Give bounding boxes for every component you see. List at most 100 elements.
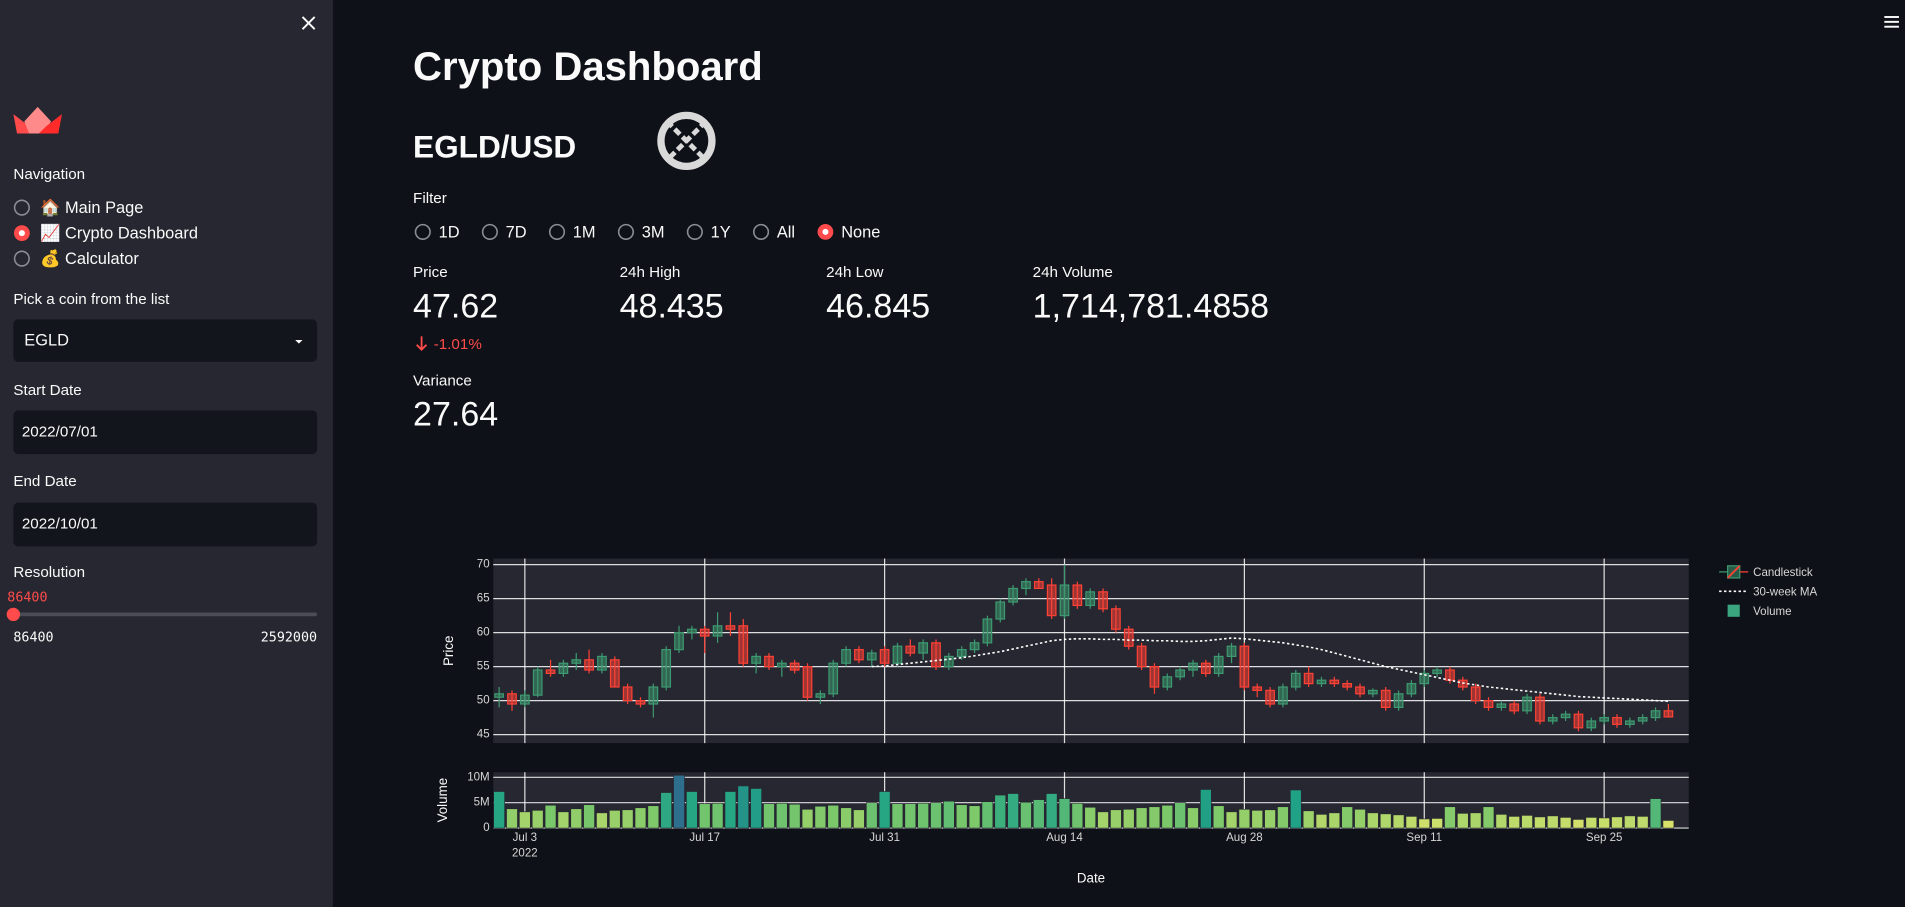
volume-bar [1122, 808, 1135, 829]
candle [828, 659, 839, 698]
volume-bar [1482, 806, 1495, 829]
candle-body [1226, 645, 1237, 658]
radio-dot [822, 228, 829, 235]
candle-body [558, 662, 569, 675]
candle [674, 625, 684, 654]
pair-heading: EGLD/USD [413, 129, 576, 165]
legend-item[interactable]: Candlestick [1719, 565, 1813, 579]
nav-option-label: 📈 Crypto Dashboard [40, 224, 198, 243]
filter-option[interactable]: All [752, 223, 795, 241]
slider-thumb[interactable] [6, 607, 21, 622]
candle-body [1213, 655, 1224, 675]
candle-body [699, 628, 710, 637]
candle [1008, 585, 1018, 606]
filter-option[interactable]: 7D [481, 223, 527, 241]
candle-body [828, 662, 839, 695]
delta-arrow [416, 336, 428, 351]
nav-option[interactable]: 🏠 Main Page [13, 198, 144, 217]
candle [1637, 714, 1648, 725]
volume-bar [1546, 815, 1559, 829]
candle [1046, 578, 1057, 620]
volume-bar [506, 808, 518, 829]
page-title: Crypto Dashboard [413, 45, 763, 89]
volume-bar [865, 802, 878, 829]
candle-body [866, 652, 877, 661]
candle [931, 639, 941, 671]
candle-body [1496, 703, 1507, 709]
filter-option[interactable]: 1D [414, 223, 460, 241]
candle-body [776, 662, 787, 668]
candle [1547, 714, 1558, 725]
volume-bar [737, 785, 750, 829]
candle [892, 642, 903, 667]
metric-value: 46.845 [826, 287, 930, 325]
candle [1149, 663, 1160, 694]
x-tick-label: Jul 3 [513, 832, 537, 844]
filter-option[interactable]: 1M [548, 223, 596, 241]
candle [699, 625, 710, 654]
candle-body [1406, 682, 1417, 695]
filter-option-label: All [777, 223, 795, 241]
candle-body [1123, 628, 1134, 647]
legend-swatch [1726, 565, 1741, 579]
candle-body [635, 699, 646, 705]
candle [1535, 693, 1545, 725]
candle-body [918, 642, 929, 654]
candle [1303, 666, 1314, 688]
candle-body [1136, 645, 1147, 668]
volume-bar [1379, 813, 1392, 829]
menu-button[interactable] [1884, 16, 1899, 28]
legend-label: 30-week MA [1753, 587, 1817, 599]
candle-body [1059, 584, 1070, 617]
candle [597, 653, 607, 674]
volume-bar [853, 809, 865, 829]
candle-body [789, 662, 800, 671]
end-date-input[interactable]: 2022/10/01 [13, 502, 318, 547]
nav-option[interactable]: 💰 Calculator [13, 249, 140, 269]
legend-item[interactable]: Volume [1727, 604, 1792, 618]
filter-option[interactable]: 1Y [686, 223, 731, 241]
volume-bar [1341, 806, 1353, 829]
candle [635, 697, 646, 708]
volume-bar [698, 803, 711, 829]
candle [1033, 578, 1044, 590]
candle-body [1200, 662, 1211, 675]
input-value: 2022/10/01 [22, 516, 98, 533]
start-date-label: Start Date [13, 382, 81, 399]
start-date-input[interactable]: 2022/07/01 [13, 410, 318, 455]
candle [776, 659, 787, 677]
candle [905, 639, 916, 657]
candle [1496, 700, 1507, 711]
app-logo [13, 106, 62, 134]
logo-cross [665, 119, 708, 162]
candle-body [738, 625, 749, 664]
radio-unselected [414, 223, 431, 240]
resolution-slider[interactable]: 86400 86400 2592000 [6, 590, 317, 645]
volume-bar [1392, 814, 1405, 829]
metric-value: 47.62 [413, 287, 498, 325]
candle [879, 646, 890, 667]
filter-option[interactable]: 3M [617, 223, 665, 241]
metric-label: Variance [413, 372, 472, 389]
candle-body [944, 655, 954, 668]
filter-option[interactable]: None [817, 223, 881, 241]
metric-label: 24h High [620, 264, 681, 281]
volume-bar [891, 803, 904, 829]
candle [584, 649, 594, 674]
close-sidebar-button[interactable] [301, 16, 316, 30]
price-plot-area [493, 558, 1689, 744]
volume-bar [1084, 806, 1096, 829]
candle [1123, 625, 1134, 650]
candle [1188, 659, 1198, 677]
volume-bar [1418, 818, 1431, 829]
legend-item[interactable]: 30-week MA [1719, 587, 1817, 599]
volume-bar [968, 805, 981, 829]
nav-option[interactable]: 📈 Crypto Dashboard [13, 224, 198, 243]
candle [507, 690, 517, 711]
candle-body [982, 618, 993, 644]
coin-select[interactable]: EGLD [13, 319, 318, 362]
volume-bar [994, 794, 1007, 829]
volume-bar [1071, 802, 1084, 829]
x-tick-label: Aug 14 [1046, 832, 1083, 844]
radio-unselected [548, 223, 566, 240]
